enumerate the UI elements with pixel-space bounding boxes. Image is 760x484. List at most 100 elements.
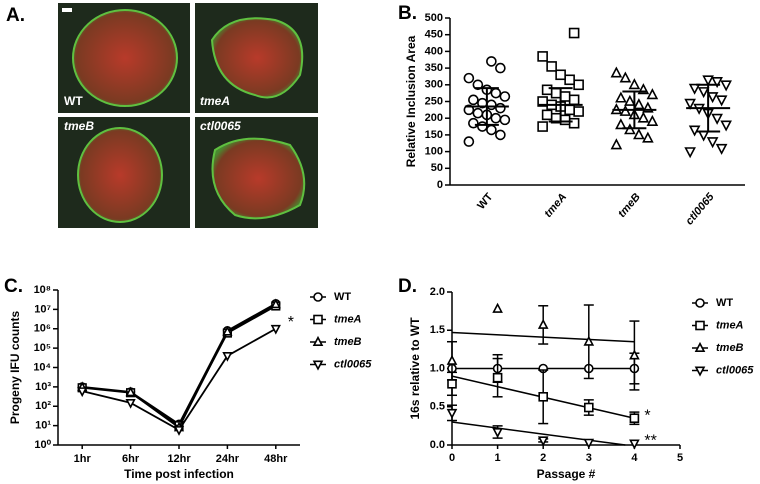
legend-marker xyxy=(695,320,705,331)
cell xyxy=(72,9,178,107)
point xyxy=(633,128,645,140)
point xyxy=(583,438,595,449)
point xyxy=(688,83,701,95)
y-axis-title: Relative Inclusion Area xyxy=(404,35,418,167)
point xyxy=(486,124,497,136)
point xyxy=(125,386,136,397)
y-tick-label: 300 xyxy=(425,79,443,91)
point xyxy=(711,113,723,125)
annotation: ** xyxy=(644,433,656,450)
point xyxy=(715,95,728,107)
point xyxy=(555,69,566,81)
legend-label: WT xyxy=(334,291,351,303)
micrograph-label: tmeA xyxy=(200,94,230,108)
legend-marker xyxy=(694,366,706,377)
point xyxy=(463,72,475,84)
point xyxy=(472,79,484,91)
legend-label: tmeB xyxy=(716,342,744,354)
scale-bar xyxy=(62,8,72,12)
point xyxy=(564,104,575,116)
y-tick-label: 10³ xyxy=(35,381,51,393)
x-tick-label: 3 xyxy=(586,452,592,464)
point xyxy=(720,120,732,132)
point xyxy=(222,325,233,336)
y-tick-label: 0.0 xyxy=(430,439,445,451)
point xyxy=(270,298,281,309)
point xyxy=(446,408,458,419)
x-tick-label: tmeB xyxy=(616,191,643,220)
point xyxy=(499,91,511,102)
point xyxy=(270,324,281,335)
point xyxy=(447,378,457,389)
panel-label: D. xyxy=(398,276,417,297)
point xyxy=(492,427,503,439)
y-tick-label: 10⁴ xyxy=(33,361,51,373)
point xyxy=(715,143,728,155)
point xyxy=(573,106,584,117)
micrograph-label: WT xyxy=(64,94,83,108)
point xyxy=(472,107,484,119)
point xyxy=(463,136,475,147)
point xyxy=(495,102,506,114)
point xyxy=(568,117,580,129)
legend-marker xyxy=(694,341,706,353)
point xyxy=(77,387,88,398)
point xyxy=(477,121,488,132)
point xyxy=(628,78,641,90)
x-tick-label: 48hr xyxy=(264,453,288,465)
point xyxy=(706,137,719,149)
x-tick-label: 5 xyxy=(677,452,683,464)
point xyxy=(173,426,185,436)
point xyxy=(559,114,571,126)
point xyxy=(486,56,497,67)
point xyxy=(495,129,506,141)
y-tick-label: 1.0 xyxy=(430,362,445,374)
point xyxy=(541,109,553,121)
point xyxy=(564,74,575,86)
point xyxy=(559,91,571,102)
x-tick-label: 0 xyxy=(449,452,455,464)
point xyxy=(629,349,640,360)
point xyxy=(706,92,719,104)
point xyxy=(684,98,696,110)
x-axis-title: Passage # xyxy=(537,467,596,481)
y-tick-label: 10⁸ xyxy=(34,284,51,296)
legend-label: tmeB xyxy=(334,336,362,348)
point xyxy=(568,94,580,106)
y-tick-label: 1.5 xyxy=(430,324,445,336)
point xyxy=(573,79,584,91)
y-tick-label: 10⁶ xyxy=(34,323,51,335)
legend-label: ctl0065 xyxy=(334,358,372,370)
x-tick-label: tmeA xyxy=(542,191,569,220)
y-tick-label: 2.0 xyxy=(430,286,445,298)
y-axis-title: 16s relative to WT xyxy=(408,317,422,420)
point xyxy=(711,77,723,89)
point xyxy=(537,121,548,132)
point xyxy=(495,62,506,74)
series-line xyxy=(81,327,277,432)
point xyxy=(619,71,632,83)
point xyxy=(610,66,623,78)
point xyxy=(541,84,553,96)
y-tick-label: 10¹ xyxy=(35,420,51,432)
point xyxy=(550,87,562,99)
point xyxy=(468,94,479,106)
point xyxy=(490,87,502,99)
annotation: * xyxy=(288,314,294,331)
cell xyxy=(211,137,306,220)
point xyxy=(546,61,557,72)
point xyxy=(642,131,654,143)
point xyxy=(468,117,479,129)
panel-label: A. xyxy=(6,5,25,26)
x-axis-title: Time post infection xyxy=(124,467,234,481)
x-tick-label: 1 xyxy=(495,452,501,464)
y-tick-label: 0.5 xyxy=(430,401,445,413)
panel-label: C. xyxy=(4,276,23,297)
point xyxy=(463,104,475,116)
x-tick-label: 12hr xyxy=(167,453,191,465)
point xyxy=(492,302,503,313)
y-tick-label: 150 xyxy=(425,129,443,141)
annotation: * xyxy=(644,407,650,424)
micrograph-grid xyxy=(58,3,318,228)
point xyxy=(720,80,732,92)
